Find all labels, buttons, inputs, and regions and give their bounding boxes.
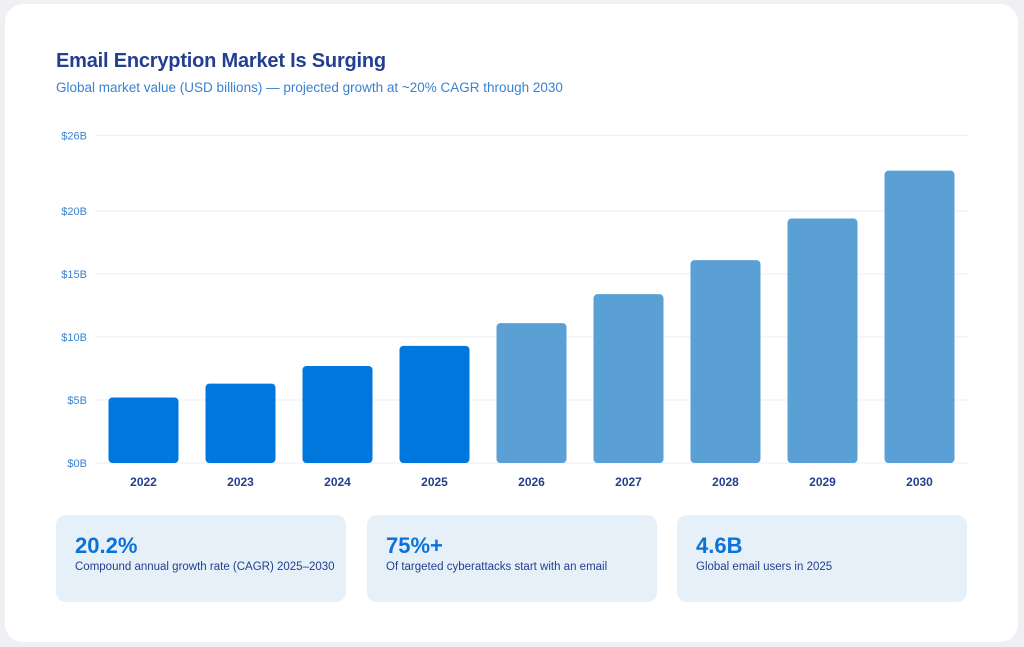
y-tick-label: $10B [61, 332, 87, 344]
x-tick-label: 2028 [712, 475, 739, 489]
stat-label: Global email users in 2025 [696, 561, 833, 573]
x-tick-label: 2027 [615, 475, 642, 489]
stat-label: Of targeted cyberattacks start with an e… [386, 561, 608, 573]
stat-label: Compound annual growth rate (CAGR) 2025–… [75, 561, 335, 573]
stat-card-cyberattacks: 75%+ Of targeted cyberattacks start with… [367, 515, 657, 602]
chart-title: Email Encryption Market Is Surging [56, 50, 386, 72]
x-tick-label: 2023 [227, 475, 254, 489]
x-tick-label: 2024 [324, 475, 351, 489]
bar-2029 [787, 218, 858, 463]
stat-card-email-users: 4.6B Global email users in 2025 [677, 515, 967, 602]
bar-2023 [205, 383, 276, 463]
bar-2026 [496, 323, 567, 463]
y-tick-label: $15B [61, 269, 87, 281]
bar-2025 [399, 345, 470, 463]
y-tick-label: $5B [67, 395, 87, 407]
stat-value: 4.6B [696, 533, 743, 558]
bar-2028 [690, 260, 761, 463]
bar-2022 [108, 397, 179, 463]
bar-2027 [593, 294, 664, 463]
stat-value: 75%+ [386, 533, 443, 558]
bar-2030 [884, 170, 955, 463]
y-tick-label: $26B [61, 130, 87, 142]
chart-subtitle: Global market value (USD billions) — pro… [56, 80, 563, 95]
y-tick-label: $0B [67, 458, 87, 470]
y-tick-label: $20B [61, 206, 87, 218]
x-tick-label: 2026 [518, 475, 545, 489]
bar-chart: $0B $5B $10B $15B $20B $26B 2022 2023 2024 2025 20… [61, 130, 968, 489]
x-tick-label: 2029 [809, 475, 836, 489]
bar-2024 [302, 365, 373, 463]
x-tick-label: 2022 [130, 475, 157, 489]
x-tick-label: 2025 [421, 475, 448, 489]
stat-value: 20.2% [75, 533, 138, 558]
stat-card-cagr: 20.2% Compound annual growth rate (CAGR)… [56, 515, 346, 602]
x-tick-label: 2030 [906, 475, 933, 489]
